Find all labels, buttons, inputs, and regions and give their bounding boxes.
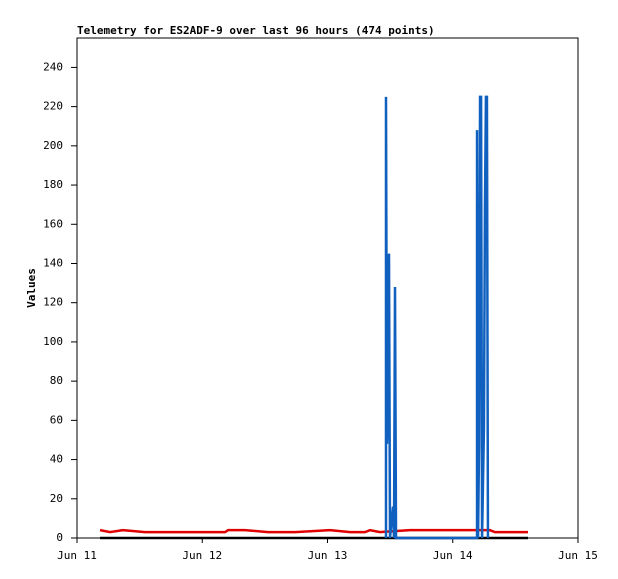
- y-tick-label: 60: [50, 413, 63, 426]
- y-tick-label: 0: [56, 531, 63, 544]
- y-tick-label: 240: [43, 60, 63, 73]
- y-tick-label: 200: [43, 139, 63, 152]
- series-line: [99, 528, 529, 534]
- x-tick-label: Jun 11: [57, 549, 97, 562]
- x-tick-label: Jun 14: [433, 549, 473, 562]
- y-tick-label: 180: [43, 178, 63, 191]
- y-tick-label: 40: [50, 453, 63, 466]
- y-tick-label: 120: [43, 296, 63, 309]
- x-tick-label: Jun 12: [182, 549, 222, 562]
- x-tick-label: Jun 15: [558, 549, 598, 562]
- y-axis-label: Values: [25, 268, 38, 308]
- y-tick-label: 80: [50, 374, 63, 387]
- y-tick-label: 20: [50, 492, 63, 505]
- y-tick-label: 140: [43, 256, 63, 269]
- y-tick-label: 220: [43, 100, 63, 113]
- x-tick-label: Jun 13: [308, 549, 348, 562]
- y-tick-label: 160: [43, 217, 63, 230]
- chart-title: Telemetry for ES2ADF-9 over last 96 hour…: [77, 24, 435, 37]
- plot-frame: [76, 37, 579, 539]
- series-line: [384, 95, 490, 540]
- y-tick-label: 100: [43, 335, 63, 348]
